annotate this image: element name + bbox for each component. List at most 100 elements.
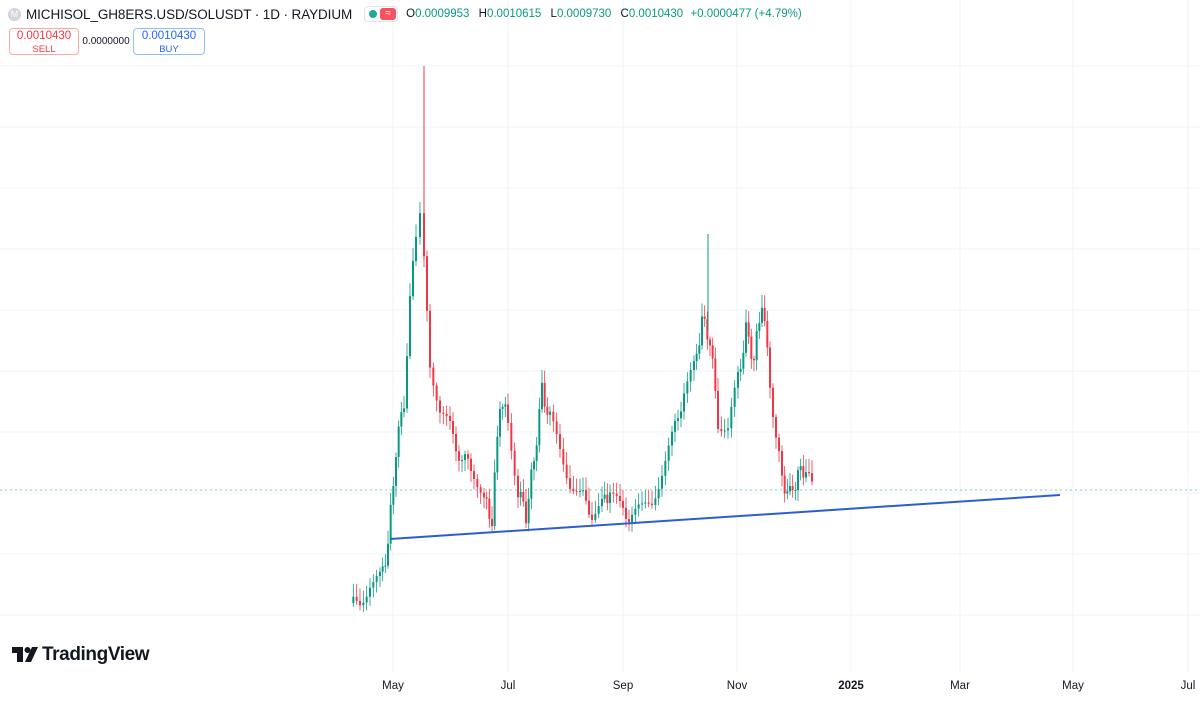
- candle-body: [473, 471, 475, 479]
- time-axis-label: Mar: [950, 680, 970, 692]
- candle-body: [603, 494, 606, 499]
- trade-panel: 0.0010430 SELL 0.0000000 0.0010430 BUY: [9, 28, 205, 55]
- candle-body: [549, 411, 551, 415]
- candle-body: [362, 602, 365, 606]
- candle-body: [811, 473, 813, 482]
- candle-body: [562, 449, 565, 465]
- brand-name: TradingView: [42, 644, 150, 665]
- candle-body: [541, 382, 543, 410]
- candle-body: [755, 331, 758, 361]
- tradingview-logo[interactable]: TradingView: [12, 644, 150, 666]
- candle-body: [369, 587, 371, 597]
- candle-body: [709, 339, 711, 346]
- candle-body: [680, 411, 682, 419]
- candle-body: [415, 236, 417, 262]
- candle-body: [758, 322, 761, 332]
- candle-body: [530, 469, 533, 499]
- buy-button[interactable]: 0.0010430 BUY: [133, 28, 205, 55]
- candle-body: [588, 500, 590, 515]
- candle-body: [375, 575, 378, 582]
- spread-value: 0.0000000: [82, 36, 130, 47]
- candle-body: [467, 454, 469, 459]
- candle-body: [763, 307, 766, 321]
- candle-body: [591, 514, 593, 520]
- candle-body: [445, 413, 448, 417]
- candle-body: [365, 596, 368, 603]
- candle-body: [493, 472, 496, 527]
- candle-body: [355, 596, 358, 601]
- time-axis-label: Jul: [1180, 680, 1196, 692]
- candle-body: [538, 409, 541, 446]
- candle-body: [693, 361, 695, 371]
- chart-grid: [0, 0, 1200, 672]
- candle-body: [442, 412, 445, 414]
- candle-body: [419, 213, 421, 237]
- candle-body: [686, 381, 689, 394]
- candle-body: [677, 418, 679, 421]
- candle-body: [535, 445, 538, 462]
- candle-body: [737, 371, 739, 388]
- candle-body: [674, 420, 676, 432]
- candle-body: [775, 417, 777, 438]
- candle-body: [533, 461, 535, 470]
- candle-body: [742, 352, 745, 369]
- candle-body: [761, 307, 763, 323]
- candle-body: [479, 487, 482, 493]
- time-axis-label: Nov: [726, 680, 748, 692]
- candle-body: [717, 390, 719, 429]
- time-axis-label: 2025: [838, 680, 864, 692]
- candle-body: [409, 296, 411, 357]
- candle-body: [546, 406, 549, 415]
- candle-body: [485, 497, 488, 499]
- candle-body: [727, 428, 729, 431]
- candle-body: [781, 451, 783, 476]
- candle-body: [720, 428, 723, 432]
- candle-body: [791, 486, 794, 491]
- candle-body: [730, 406, 733, 429]
- candle-body: [476, 478, 479, 488]
- candle-body: [452, 421, 454, 434]
- candle-body: [802, 466, 805, 478]
- candle-body: [594, 513, 597, 520]
- candle-body: [458, 451, 460, 461]
- candle-body: [683, 393, 685, 412]
- open-value: 0.0009953: [415, 8, 470, 20]
- candle-body: [723, 430, 726, 432]
- candle-body: [647, 502, 650, 504]
- chart-legend: M MICHISOL_GH8ERS.USD/SOLUSDT · 1D · RAY…: [8, 5, 802, 23]
- candle-body: [412, 261, 414, 297]
- candle-body: [384, 565, 387, 567]
- candle-body: [625, 507, 627, 519]
- candle-body: [519, 491, 522, 498]
- candle-body: [449, 416, 451, 422]
- candle-body: [733, 387, 736, 407]
- candle-body: [517, 475, 519, 498]
- symbol-title[interactable]: MICHISOL_GH8ERS.USD/SOLUSDT · 1D · RAYDI…: [26, 6, 353, 22]
- market-open-icon: [369, 10, 378, 18]
- market-status-badge[interactable]: ≈: [364, 6, 399, 22]
- candle-body: [657, 488, 660, 499]
- candle-body: [455, 433, 457, 452]
- candle-body: [426, 256, 428, 311]
- candle-body: [389, 504, 392, 544]
- candle-body: [597, 506, 600, 514]
- candle-body: [555, 421, 558, 435]
- sell-button[interactable]: 0.0010430 SELL: [9, 28, 79, 55]
- candle-body: [753, 358, 755, 361]
- candle-body: [510, 422, 513, 451]
- candle-body: [701, 316, 703, 346]
- candle-body: [695, 353, 698, 362]
- candle-body: [628, 518, 630, 522]
- candle-body: [641, 503, 643, 505]
- candle-body: [714, 358, 717, 391]
- candle-body: [703, 316, 706, 320]
- candle-body: [644, 502, 647, 504]
- candle-body: [789, 486, 791, 492]
- candle-body: [606, 494, 609, 504]
- candle-body: [501, 406, 504, 409]
- candle-body: [772, 387, 774, 418]
- candlestick-series: [352, 66, 813, 612]
- time-axis-label: Sep: [612, 680, 634, 692]
- candle-body: [525, 501, 527, 524]
